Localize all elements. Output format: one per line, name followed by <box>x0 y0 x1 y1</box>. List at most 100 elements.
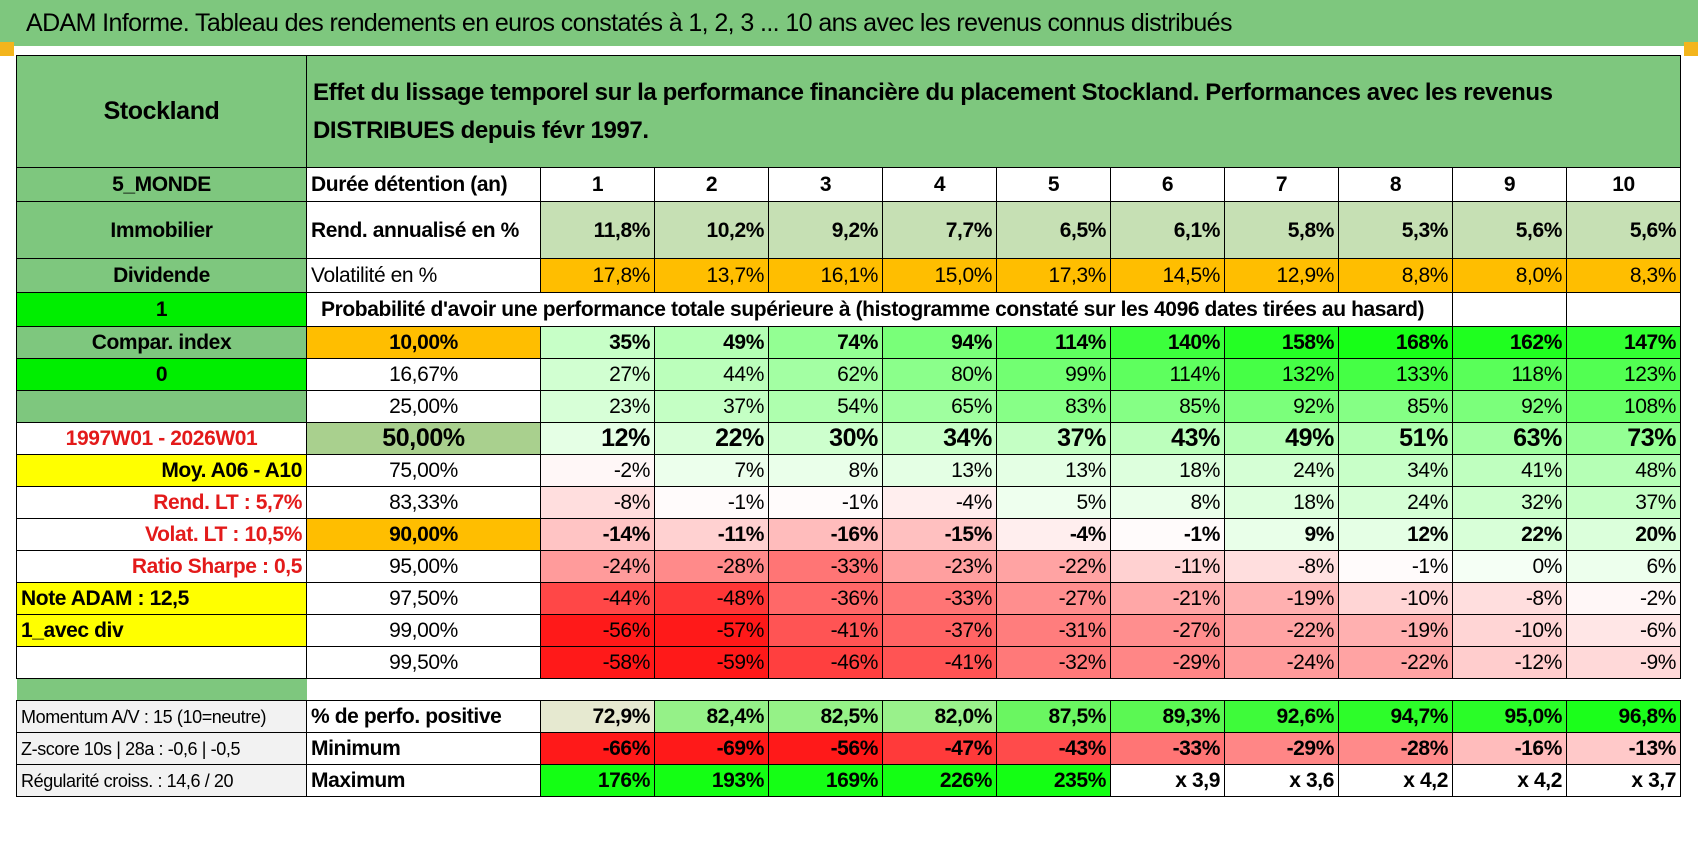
prob-cell: 9% <box>1224 518 1339 551</box>
performance-table: Stockland Effet du lissage temporel sur … <box>16 55 1682 797</box>
prob-cell: -59% <box>654 646 769 679</box>
prob-cell: -36% <box>768 582 883 615</box>
prob-cell: 83% <box>996 390 1111 423</box>
prob-cell: 162% <box>1452 326 1567 359</box>
type-label: Dividende <box>16 258 307 293</box>
prob-cell: 18% <box>1224 486 1339 519</box>
separator-green <box>16 678 307 701</box>
rend-cell: 6,1% <box>1110 201 1225 259</box>
prob-cell: 37% <box>654 390 769 423</box>
prob-cell: 32% <box>1452 486 1567 519</box>
prob-cell: 23% <box>540 390 655 423</box>
prob-cell: 8% <box>1110 486 1225 519</box>
pos-cell: 82,4% <box>654 700 769 733</box>
prob-cell: 168% <box>1338 326 1453 359</box>
prob-cell: 43% <box>1110 422 1225 455</box>
prob-cell: -32% <box>996 646 1111 679</box>
prob-cell: 94% <box>882 326 997 359</box>
prob-cell: 73% <box>1565 422 1682 455</box>
prob-cell: -4% <box>882 486 997 519</box>
prob-cell: 80% <box>882 358 997 391</box>
probability-level: 25,00% <box>306 390 541 423</box>
rend-cell: 11,8% <box>540 201 655 259</box>
max-cell: 169% <box>768 764 883 797</box>
max-cell: 235% <box>996 764 1111 797</box>
max-label: Maximum <box>306 764 541 797</box>
prob-cell: 34% <box>882 422 997 455</box>
year-header: 8 <box>1338 167 1453 202</box>
prob-cell: -41% <box>882 646 997 679</box>
prob-cell: 54% <box>768 390 883 423</box>
prob-cell: 37% <box>996 422 1111 455</box>
probability-level: 95,00% <box>306 550 541 583</box>
prob-cell: 51% <box>1338 422 1453 455</box>
probability-level: 75,00% <box>306 454 541 487</box>
prob-cell: 74% <box>768 326 883 359</box>
year-header: 9 <box>1452 167 1567 202</box>
prob-cell: -10% <box>1452 614 1567 647</box>
prob-cell: -1% <box>654 486 769 519</box>
prob-cell: 0% <box>1452 550 1567 583</box>
min-cell: -29% <box>1224 732 1339 765</box>
prob-cell: -4% <box>996 518 1111 551</box>
header-text: Effet du lissage temporel sur la perform… <box>305 55 1682 168</box>
zscore-label: Z-score 10s | 28a : -0,6 | -0,5 <box>16 732 307 765</box>
prob-cell: -16% <box>768 518 883 551</box>
prob-cell: -15% <box>882 518 997 551</box>
prob-cell: -19% <box>1338 614 1453 647</box>
min-cell: -66% <box>540 732 655 765</box>
prob-cell: 41% <box>1452 454 1567 487</box>
pos-cell: 82,0% <box>882 700 997 733</box>
vol-cell: 8,3% <box>1565 258 1682 293</box>
max-cell: 226% <box>882 764 997 797</box>
prob-cell: -48% <box>654 582 769 615</box>
pos-cell: 87,5% <box>996 700 1111 733</box>
prob-cell: -41% <box>768 614 883 647</box>
prob-cell: 35% <box>540 326 655 359</box>
max-cell: x 3,9 <box>1110 764 1225 797</box>
prob-cell: 37% <box>1565 486 1682 519</box>
prob-cell: 147% <box>1565 326 1682 359</box>
prob-cell: -24% <box>1224 646 1339 679</box>
momentum-label: Momentum A/V : 15 (10=neutre) <box>16 700 307 733</box>
prob-cell: -14% <box>540 518 655 551</box>
pos-cell: 89,3% <box>1110 700 1225 733</box>
prob-cell: -57% <box>654 614 769 647</box>
max-cell: x 4,2 <box>1452 764 1567 797</box>
pos-cell: 95,0% <box>1452 700 1567 733</box>
prob-cell: -1% <box>1338 550 1453 583</box>
mode-label: 1_avec div <box>16 614 307 647</box>
rend-cell: 10,2% <box>654 201 769 259</box>
prob-cell: 158% <box>1224 326 1339 359</box>
rend-cell: 5,3% <box>1338 201 1453 259</box>
moy-label: Moy. A06 - A10 <box>16 454 307 487</box>
year-header: 7 <box>1224 167 1339 202</box>
min-cell: -33% <box>1110 732 1225 765</box>
rend-cell: 6,5% <box>996 201 1111 259</box>
max-cell: 193% <box>654 764 769 797</box>
prob-cell: 63% <box>1452 422 1567 455</box>
prob-cell: -8% <box>540 486 655 519</box>
rend-lt-label: Rend. LT : 5,7% <box>16 486 307 519</box>
prob-cell: 5% <box>996 486 1111 519</box>
prob-cell: 13% <box>882 454 997 487</box>
prob-cell: -58% <box>540 646 655 679</box>
prob-cell: -9% <box>1565 646 1682 679</box>
year-header: 1 <box>540 167 655 202</box>
regul-label: Régularité croiss. : 14,6 / 20 <box>16 764 307 797</box>
min-cell: -69% <box>654 732 769 765</box>
prob-cell: -12% <box>1452 646 1567 679</box>
prob-cell: 133% <box>1338 358 1453 391</box>
prob-cell: -11% <box>1110 550 1225 583</box>
stock-name: Stockland <box>16 55 307 168</box>
rend-cell: 5,8% <box>1224 201 1339 259</box>
pos-label: % de perfo. positive <box>306 700 541 733</box>
sharpe-label: Ratio Sharpe : 0,5 <box>16 550 307 583</box>
prob-cell: -2% <box>540 454 655 487</box>
min-cell: -28% <box>1338 732 1453 765</box>
prob-cell: 12% <box>540 422 655 455</box>
prob-cell: -27% <box>996 582 1111 615</box>
prob-cell: 30% <box>768 422 883 455</box>
prob-cell: 34% <box>1338 454 1453 487</box>
min-cell: -43% <box>996 732 1111 765</box>
